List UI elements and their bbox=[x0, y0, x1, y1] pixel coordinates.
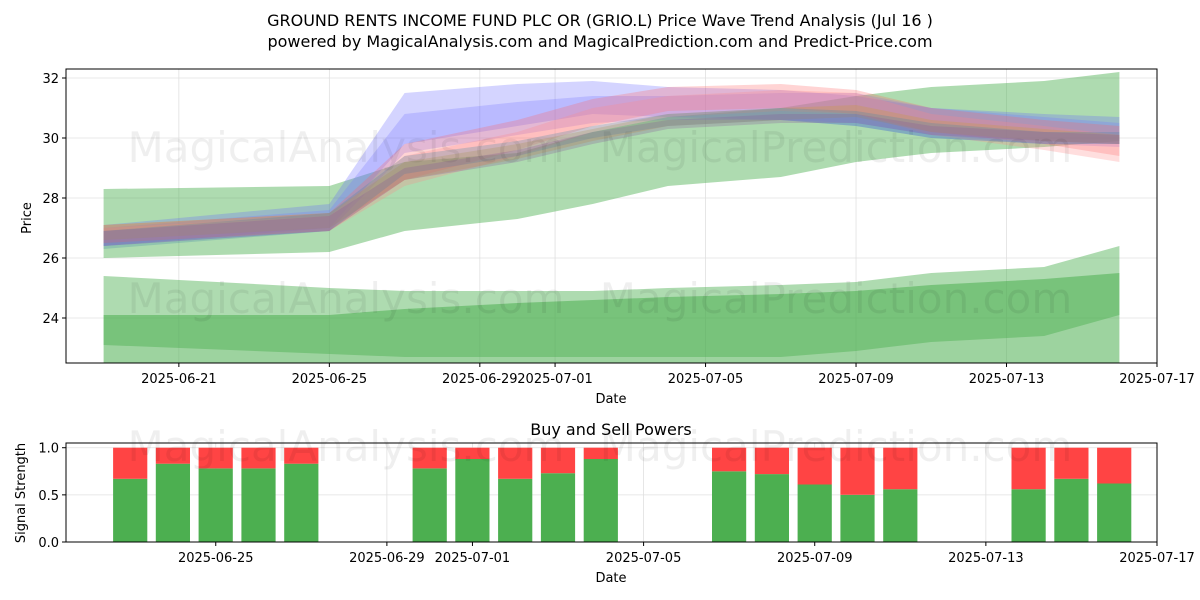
buy-bar-4 bbox=[284, 463, 319, 542]
signal-ytick-label-2: 1.0 bbox=[38, 442, 59, 457]
buy-bar-2 bbox=[198, 468, 233, 542]
upper-green-band bbox=[103, 72, 1120, 258]
buy-bar-7 bbox=[498, 478, 533, 542]
prediction-wave-3 bbox=[103, 90, 1120, 243]
prediction-wave-4 bbox=[103, 105, 1120, 240]
signal-chart: 2025-06-25 2025-06-29 2025-07-01 2025-07-05… bbox=[38, 442, 1194, 566]
prediction-wave-1 bbox=[103, 93, 1120, 246]
price-xtick-label-5: 2025-07-09 bbox=[818, 372, 894, 387]
buy-bar-15 bbox=[1011, 489, 1046, 542]
signal-xtick-label-1: 2025-06-29 bbox=[349, 551, 425, 566]
sell-bar-6 bbox=[455, 447, 490, 459]
buy-bar-13 bbox=[840, 494, 875, 542]
buy-bar-10 bbox=[712, 471, 747, 542]
price-ytick-label-2: 28 bbox=[42, 192, 59, 207]
price-xtick-label-6: 2025-07-13 bbox=[969, 372, 1045, 387]
buy-bar-1 bbox=[155, 463, 190, 542]
chart-title-line2: powered by MagicalAnalysis.com and Magic… bbox=[267, 32, 932, 51]
sell-bar-3 bbox=[241, 447, 276, 469]
lower-green-inner-band bbox=[103, 273, 1120, 363]
signal-xtick-label-3: 2025-07-05 bbox=[606, 551, 682, 566]
price-xtick-label-7: 2025-07-17 bbox=[1119, 372, 1195, 387]
signal-xtick-label-0: 2025-06-25 bbox=[178, 551, 254, 566]
buy-bar-17 bbox=[1097, 483, 1132, 542]
buy-bar-12 bbox=[797, 484, 832, 542]
price-chart-ylabel: Price bbox=[20, 202, 35, 234]
sell-bar-16 bbox=[1054, 447, 1089, 479]
sell-bar-7 bbox=[498, 447, 533, 479]
prediction-wave-6 bbox=[103, 114, 1120, 246]
watermark-analysis-top: MagicalAnalysis.com bbox=[128, 123, 565, 172]
price-xtick-label-1: 2025-06-25 bbox=[292, 372, 368, 387]
signal-ytick-label-1: 0.5 bbox=[38, 489, 59, 504]
price-ytick-label-3: 30 bbox=[42, 132, 59, 147]
sell-bar-12 bbox=[797, 447, 832, 485]
chart-title-line1: GROUND RENTS INCOME FUND PLC OR (GRIO.L)… bbox=[267, 11, 933, 30]
signal-chart-ylabel: Signal Strength bbox=[14, 443, 29, 543]
price-chart: 2025-06-21 2025-06-25 2025-06-29 2025-07-01… bbox=[42, 68, 1195, 387]
buy-bar-11 bbox=[754, 474, 789, 542]
signal-xtick-label-6: 2025-07-17 bbox=[1119, 551, 1195, 566]
buy-bar-6 bbox=[455, 459, 490, 542]
sell-bar-13 bbox=[840, 447, 875, 495]
signal-xtick-label-4: 2025-07-09 bbox=[777, 551, 853, 566]
signal-ytick-label-0: 0.0 bbox=[38, 536, 59, 551]
signal-chart-xlabel: Date bbox=[595, 571, 626, 586]
buy-bar-14 bbox=[883, 489, 918, 542]
sell-bar-4 bbox=[284, 447, 319, 464]
sell-bar-8 bbox=[540, 447, 576, 474]
price-xtick-label-4: 2025-07-05 bbox=[668, 372, 744, 387]
signal-xtick-label-5: 2025-07-13 bbox=[948, 551, 1024, 566]
sell-bar-5 bbox=[412, 447, 447, 469]
prediction-wave-0 bbox=[103, 81, 1120, 246]
sell-bar-17 bbox=[1097, 447, 1132, 484]
watermark-analysis-bottom: MagicalAnalysis.com bbox=[128, 422, 565, 471]
price-chart-xlabel: Date bbox=[595, 392, 626, 407]
buy-bar-3 bbox=[241, 468, 276, 542]
price-plot-area bbox=[103, 72, 1120, 363]
sell-bar-14 bbox=[883, 447, 918, 490]
buy-bar-16 bbox=[1054, 478, 1089, 542]
sell-bar-10 bbox=[712, 447, 747, 472]
sell-bar-11 bbox=[754, 447, 789, 475]
buy-bar-5 bbox=[412, 468, 447, 542]
signal-chart-title: Buy and Sell Powers bbox=[530, 420, 692, 439]
sell-bar-1 bbox=[155, 447, 190, 464]
sell-bar-0 bbox=[113, 447, 148, 479]
sell-bar-9 bbox=[583, 447, 618, 459]
prediction-wave-2 bbox=[103, 84, 1120, 243]
sell-bar-2 bbox=[198, 447, 233, 469]
signal-chart-frame bbox=[65, 442, 1158, 543]
price-ytick-label-0: 24 bbox=[42, 312, 59, 327]
sell-bar-15 bbox=[1011, 447, 1046, 490]
signal-bars bbox=[113, 447, 1132, 542]
price-xtick-label-3: 2025-07-01 bbox=[517, 372, 593, 387]
watermark-prediction-top: MagicalPrediction.com bbox=[600, 123, 1073, 172]
buy-bar-0 bbox=[113, 478, 148, 542]
buy-bar-8 bbox=[540, 473, 576, 542]
watermark-analysis-mid: MagicalAnalysis.com bbox=[128, 274, 565, 323]
watermark-prediction-mid: MagicalPrediction.com bbox=[600, 274, 1073, 323]
price-xtick-label-2: 2025-06-29 bbox=[442, 372, 518, 387]
price-ytick-label-4: 32 bbox=[42, 72, 59, 87]
price-chart-frame bbox=[65, 68, 1158, 364]
signal-xtick-label-2: 2025-07-01 bbox=[435, 551, 511, 566]
watermark-prediction-bottom: MagicalPrediction.com bbox=[600, 422, 1073, 471]
price-ytick-label-1: 26 bbox=[42, 252, 59, 267]
price-xtick-label-0: 2025-06-21 bbox=[141, 372, 217, 387]
buy-bar-9 bbox=[583, 459, 618, 542]
prediction-wave-5 bbox=[103, 108, 1120, 249]
